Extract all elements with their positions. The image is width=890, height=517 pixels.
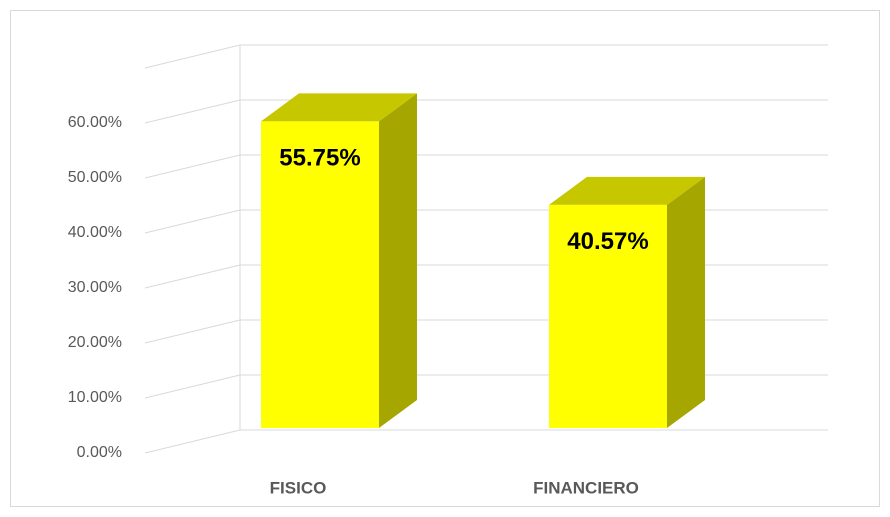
- grid-line-side: [144, 429, 241, 454]
- bar: [261, 121, 379, 428]
- y-tick-label: 20.00%: [68, 334, 122, 351]
- bar-side: [667, 176, 705, 428]
- data-label: 40.57%: [567, 228, 648, 255]
- x-tick-label: FISICO: [270, 478, 327, 497]
- y-tick-label: 0.00%: [77, 444, 122, 461]
- bar: [549, 204, 667, 428]
- bar-top: [261, 93, 417, 122]
- x-tick-label: FINANCIERO: [533, 478, 639, 497]
- bar-side: [379, 93, 417, 428]
- bar-top: [549, 176, 705, 205]
- y-tick-label: 30.00%: [68, 279, 122, 296]
- y-tick-label: 10.00%: [68, 389, 122, 406]
- grid-line-side: [144, 99, 241, 124]
- grid-line-side: [144, 154, 241, 179]
- grid-line-side: [144, 374, 241, 399]
- grid-line-side: [144, 319, 241, 344]
- wall-top-side: [144, 44, 241, 69]
- chart-frame: [10, 10, 880, 507]
- grid-line-side: [144, 264, 241, 289]
- grid-line-side: [144, 209, 241, 234]
- y-tick-label: 40.00%: [68, 224, 122, 241]
- y-tick-label: 60.00%: [68, 114, 122, 131]
- data-label: 55.75%: [279, 145, 360, 172]
- y-tick-label: 50.00%: [68, 169, 122, 186]
